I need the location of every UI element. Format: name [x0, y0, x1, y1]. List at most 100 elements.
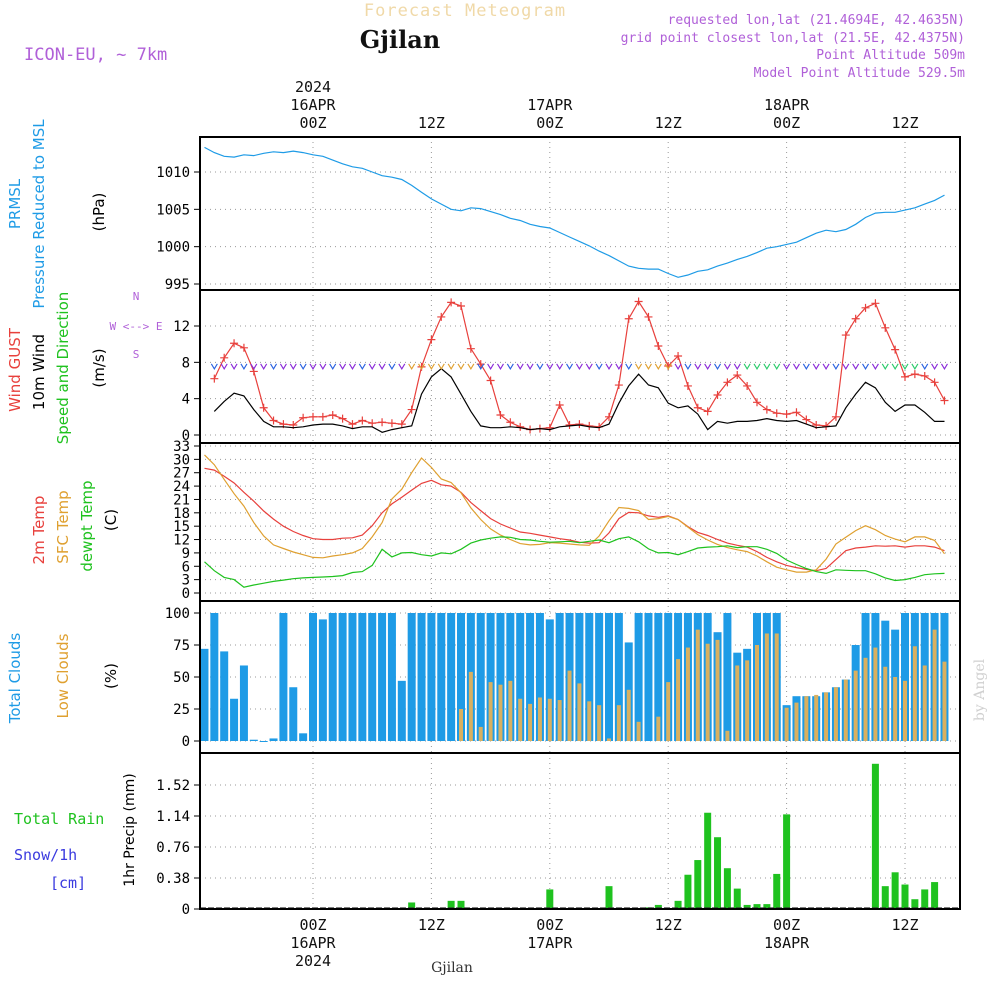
- wind-arrow: [299, 363, 307, 371]
- total-cloud-bar: [545, 619, 554, 741]
- low-cloud-bar: [873, 647, 878, 741]
- gust-marker: [614, 381, 623, 390]
- y-tick-label: 1005: [156, 202, 190, 218]
- wind-arrow: [487, 363, 495, 371]
- y-tick-label: 15: [173, 519, 190, 535]
- low-cloud-bar: [922, 665, 927, 741]
- gust-marker: [910, 370, 919, 379]
- gust-marker: [259, 403, 268, 412]
- wind-label: 10m Wind: [30, 334, 48, 410]
- temp-2m-line: [204, 467, 945, 572]
- y-tick-label: 1010: [156, 165, 190, 181]
- low-cloud-bar: [656, 716, 661, 741]
- gust-marker: [861, 303, 870, 312]
- wind-arrow: [654, 363, 662, 371]
- wind-arrow: [743, 363, 751, 371]
- total-cloud-bar: [279, 613, 288, 741]
- requested-coords: requested lon,lat (21.4694E, 42.4635N): [668, 13, 965, 28]
- gust-marker: [743, 381, 752, 390]
- total-cloud-bar: [427, 613, 436, 741]
- low-cloud-bar: [468, 671, 473, 741]
- gust-marker: [575, 420, 584, 429]
- time-label-bottom: 00Z: [299, 916, 326, 934]
- low-cloud-bar: [518, 698, 523, 741]
- footer-location: Gjilan: [431, 960, 473, 976]
- wind-arrow: [615, 363, 623, 371]
- gust-marker: [901, 372, 909, 381]
- gust-marker: [802, 415, 811, 424]
- gust-marker: [723, 378, 732, 387]
- y-tick-label: 24: [173, 479, 190, 495]
- wind-arrow: [714, 363, 722, 371]
- wind-arrow: [319, 363, 327, 371]
- gust-marker: [220, 353, 229, 362]
- y-tick-label: 1.52: [156, 778, 190, 794]
- gust-marker: [565, 421, 574, 430]
- time-label-top: 12Z: [655, 114, 682, 132]
- gust-marker: [378, 418, 387, 427]
- gust-marker: [486, 376, 495, 385]
- wind-arrow: [881, 363, 889, 371]
- rain-bar: [605, 886, 613, 909]
- wind-arrow: [447, 363, 455, 371]
- rain-bar: [753, 904, 761, 909]
- wind-arrow: [368, 363, 376, 371]
- gust-marker: [318, 412, 327, 421]
- time-label-bottom: 12Z: [655, 916, 682, 934]
- rain-bar: [773, 873, 781, 909]
- wind-arrow: [270, 363, 278, 371]
- time-label-top: 00Z: [773, 114, 800, 132]
- gust-marker: [841, 331, 850, 340]
- low-cloud-bar: [843, 679, 848, 741]
- wind-arrow: [210, 363, 218, 371]
- gust-marker: [239, 343, 248, 352]
- low-cloud-bar: [715, 639, 720, 741]
- gust-marker: [782, 410, 791, 419]
- wind-arrow: [418, 363, 426, 371]
- rain-bar: [447, 900, 455, 909]
- total-cloud-bar: [486, 613, 495, 741]
- temp-sfc-label: SFC Temp: [54, 490, 72, 563]
- wind-arrow: [516, 363, 524, 371]
- wind-arrow: [585, 363, 593, 371]
- wind-arrow: [862, 363, 870, 371]
- gust-marker: [792, 408, 801, 417]
- low-cloud-bar: [666, 682, 671, 741]
- wind-arrow: [753, 363, 761, 371]
- wind-line: [213, 367, 945, 433]
- wind-arrow: [339, 363, 347, 371]
- low-cloud-bar: [508, 680, 513, 741]
- wind-arrow: [674, 363, 682, 371]
- total-cloud-bar: [634, 613, 643, 741]
- low-cloud-bar: [794, 702, 799, 741]
- y-tick-label: 0: [182, 428, 190, 444]
- total-cloud-bar: [555, 613, 564, 741]
- time-label-top: 17APR: [527, 96, 573, 114]
- low-cloud-bar: [764, 633, 769, 741]
- total-cloud-bar: [605, 613, 613, 741]
- total-cloud-bar: [447, 613, 456, 741]
- gust-marker: [871, 299, 880, 308]
- gust-marker: [338, 414, 347, 423]
- gust-marker: [397, 420, 406, 429]
- low-cloud-bar: [774, 633, 779, 741]
- wind-arrow: [625, 363, 633, 371]
- gust-marker: [269, 416, 278, 425]
- y-tick-label: 4: [182, 392, 190, 408]
- gust-marker: [358, 416, 367, 425]
- total-cloud-bar: [417, 613, 426, 741]
- dewpt-label: dewpt Temp: [78, 480, 96, 571]
- wind-arrow: [388, 363, 396, 371]
- wind-arrow: [940, 363, 948, 371]
- wind-arrow: [556, 363, 564, 371]
- low-cloud-bar: [459, 709, 463, 741]
- low-cloud-bar: [547, 698, 552, 741]
- low-cloud-bar: [784, 707, 789, 741]
- total-cloud-bar: [901, 613, 909, 741]
- low-cloud-bar: [912, 646, 917, 741]
- gust-marker: [831, 412, 840, 421]
- gust-marker: [348, 420, 357, 429]
- gust-marker: [427, 335, 436, 344]
- gust-marker: [634, 297, 643, 306]
- y-tick-label: 0: [182, 902, 190, 918]
